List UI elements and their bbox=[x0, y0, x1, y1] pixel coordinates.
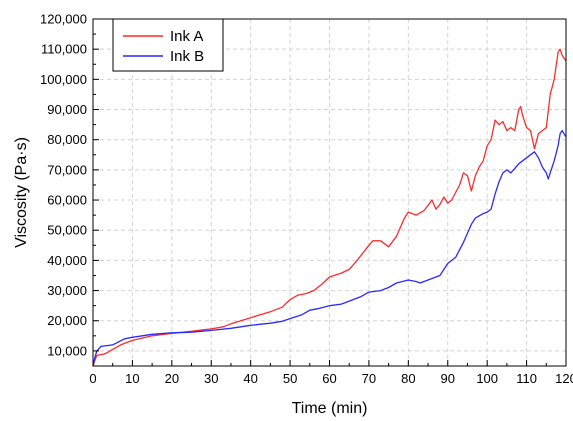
x-tick-label: 120 bbox=[555, 371, 573, 386]
y-tick-label: 10,000 bbox=[47, 343, 87, 358]
y-tick-label: 30,000 bbox=[47, 283, 87, 298]
legend-box bbox=[112, 18, 224, 72]
x-tick-label: 30 bbox=[204, 371, 218, 386]
x-tick-label: 50 bbox=[283, 371, 297, 386]
y-tick-label: 60,000 bbox=[47, 193, 87, 208]
y-tick-label: 120,000 bbox=[40, 12, 87, 27]
y-tick-label: 80,000 bbox=[47, 132, 87, 147]
x-tick-label: 10 bbox=[125, 371, 139, 386]
y-axis-title: Viscosity (Pa·s) bbox=[13, 137, 30, 248]
x-tick-label: 20 bbox=[165, 371, 179, 386]
legend-label-ink-a: Ink A bbox=[170, 28, 203, 45]
x-tick-label: 110 bbox=[516, 371, 537, 386]
series-line-ink-a bbox=[92, 48, 567, 367]
gridlines bbox=[93, 19, 566, 366]
x-tick-label: 80 bbox=[401, 371, 415, 386]
series-line-ink-b bbox=[92, 129, 567, 367]
y-tick-label: 100,000 bbox=[40, 72, 87, 87]
y-tick-label: 110,000 bbox=[41, 42, 87, 57]
x-tick-label: 70 bbox=[362, 371, 376, 386]
x-axis-title: Time (min) bbox=[292, 400, 368, 417]
y-tick-label: 70,000 bbox=[47, 162, 87, 177]
x-tick-label: 60 bbox=[322, 371, 336, 386]
y-tick-label: 20,000 bbox=[47, 313, 87, 328]
x-tick-label: 100 bbox=[476, 371, 498, 386]
y-tick-label: 40,000 bbox=[47, 253, 87, 268]
legend-label-ink-b: Ink B bbox=[170, 48, 204, 65]
series-lines bbox=[92, 48, 567, 367]
y-tick-label: 90,000 bbox=[47, 102, 87, 117]
y-tick-label: 50,000 bbox=[47, 223, 87, 238]
x-tick-label: 40 bbox=[243, 371, 257, 386]
x-tick-label: 90 bbox=[441, 371, 455, 386]
x-tick-label: 0 bbox=[89, 371, 96, 386]
legend: Ink A Ink B bbox=[112, 18, 224, 72]
axis-ticks: 0 10 20 30 40 50 60 70 80 90 100 110 120 10,000 20,000… bbox=[40, 12, 573, 387]
